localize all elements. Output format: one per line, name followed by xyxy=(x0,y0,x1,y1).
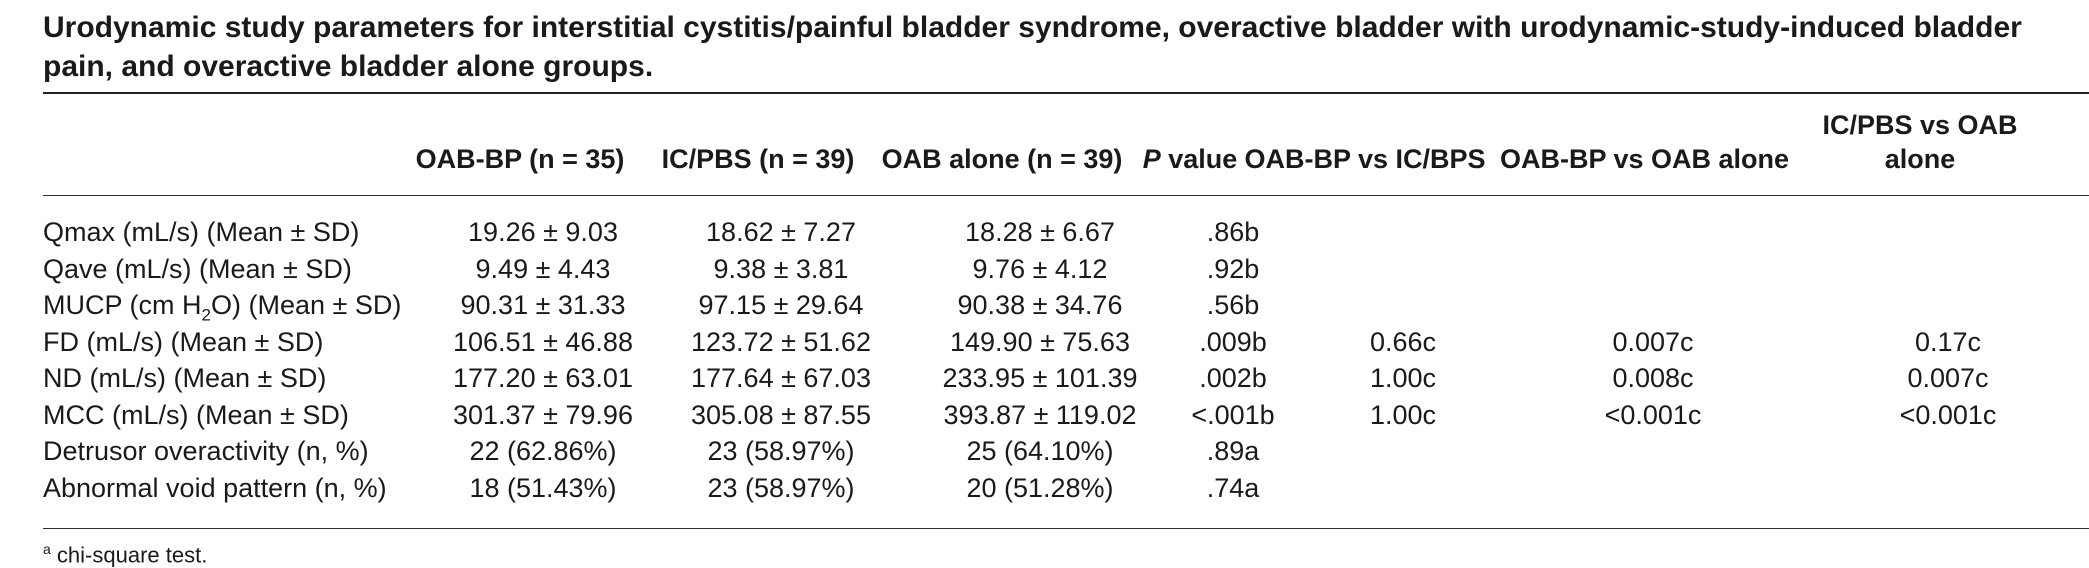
cell-oab-bp: 90.31 ± 31.33 xyxy=(460,290,626,320)
cell-oab-alone: 90.38 ± 34.76 xyxy=(957,290,1123,320)
table-row-fd: FD (mL/s) (Mean ± SD) 106.51 ± 46.88 123… xyxy=(43,324,2089,361)
footnote-text: chi-square test. xyxy=(50,542,208,568)
cell-ic-pbs: 18.62 ± 7.27 xyxy=(706,217,856,247)
cell-oab-bp: 19.26 ± 9.03 xyxy=(468,217,618,247)
table-caption: Urodynamic study parameters for intersti… xyxy=(43,11,2022,83)
cell-oab-alone: 233.95 ± 101.39 xyxy=(942,363,1138,393)
cell-oab-bp-vs-oab: <0.001c xyxy=(1604,399,1702,430)
header-oab-bp-vs-ic: OAB-BP vs IC/BPS xyxy=(1244,144,1486,174)
cell-oab-bp: 18 (51.43%) xyxy=(469,472,617,503)
header-p-value-text: value xyxy=(1160,144,1238,174)
header-ic-vs-oab-line2: alone xyxy=(1884,144,1956,174)
cell-ic-pbs: 177.64 ± 67.03 xyxy=(691,363,871,393)
row-label: MCC (mL/s) (Mean ± SD) xyxy=(43,399,349,430)
row-label: MUCP (cm H2O) (Mean ± SD) xyxy=(43,287,401,333)
cell-oab-bp-vs-oab: 0.008c xyxy=(1612,363,1694,393)
row-label: Qave (mL/s) (Mean ± SD) xyxy=(43,253,352,284)
cell-oab-bp: 9.49 ± 4.43 xyxy=(475,253,611,284)
table-row-qmax: Qmax (mL/s) (Mean ± SD) 19.26 ± 9.03 18.… xyxy=(43,214,2089,251)
cell-oab-alone: 25 (64.10%) xyxy=(966,436,1114,466)
table-body: Qmax (mL/s) (Mean ± SD) 19.26 ± 9.03 18.… xyxy=(43,214,2089,506)
cell-oab-bp: 106.51 ± 46.88 xyxy=(453,326,633,357)
header-p-value: P value xyxy=(1120,142,1260,176)
cell-p-value: .56b xyxy=(1206,290,1260,320)
header-rule xyxy=(43,195,2089,196)
header-oab-alone: OAB alone (n = 39) xyxy=(881,144,1123,174)
table-row-mcc: MCC (mL/s) (Mean ± SD) 301.37 ± 79.96 30… xyxy=(43,397,2089,434)
table-footnote: a chi-square test. xyxy=(43,536,207,568)
row-label: ND (mL/s) (Mean ± SD) xyxy=(43,363,327,393)
cell-ic-pbs: 23 (58.97%) xyxy=(707,472,855,503)
cell-ic-pbs: 123.72 ± 51.62 xyxy=(691,326,871,357)
row-label-pre: MUCP (cm H xyxy=(43,290,202,320)
cell-p-value: .009b xyxy=(1199,326,1267,357)
row-label: Abnormal void pattern (n, %) xyxy=(43,472,387,503)
cell-p-value: .86b xyxy=(1206,217,1260,247)
header-ic-vs-oab: IC/PBS vs OAB alone xyxy=(1790,108,2050,176)
table-row-mucp: MUCP (cm H2O) (Mean ± SD) 90.31 ± 31.33 … xyxy=(43,287,2089,324)
row-label: Detrusor overactivity (n, %) xyxy=(43,436,369,466)
row-label: Qmax (mL/s) (Mean ± SD) xyxy=(43,217,360,247)
cell-oab-bp: 22 (62.86%) xyxy=(469,436,617,466)
footnote-marker: a xyxy=(43,541,51,557)
cell-oab-alone: 18.28 ± 6.67 xyxy=(965,217,1115,247)
cell-p-value: .002b xyxy=(1199,363,1267,393)
header-oab-bp: OAB-BP (n = 35) xyxy=(415,144,625,174)
row-label: FD (mL/s) (Mean ± SD) xyxy=(43,326,324,357)
header-p-letter: P xyxy=(1142,144,1161,174)
header-oab-bp-vs-oab: OAB-BP vs OAB alone xyxy=(1500,144,1790,174)
header-ic-vs-oab-line1: IC/PBS vs OAB xyxy=(1822,110,2018,140)
cell-oab-alone: 149.90 ± 75.63 xyxy=(950,326,1130,357)
cell-ic-vs-oab: 0.007c xyxy=(1907,363,1989,393)
cell-p-value: .74a xyxy=(1206,472,1260,503)
cell-oab-bp-vs-ic: 1.00c xyxy=(1369,363,1437,393)
cell-ic-vs-oab: <0.001c xyxy=(1899,399,1997,430)
cell-ic-pbs: 97.15 ± 29.64 xyxy=(698,290,864,320)
cell-oab-bp: 177.20 ± 63.01 xyxy=(453,363,633,393)
bottom-rule xyxy=(43,528,2089,529)
row-label-subscript: 2 xyxy=(201,305,211,325)
cell-ic-vs-oab: 0.17c xyxy=(1914,326,1982,357)
cell-oab-bp-vs-ic: 0.66c xyxy=(1369,326,1437,357)
top-rule xyxy=(43,92,2089,94)
cell-oab-bp: 301.37 ± 79.96 xyxy=(453,399,633,430)
cell-p-value: <.001b xyxy=(1191,399,1275,430)
table-row-qave: Qave (mL/s) (Mean ± SD) 9.49 ± 4.43 9.38… xyxy=(43,251,2089,288)
cell-p-value: .89a xyxy=(1206,436,1260,466)
cell-oab-alone: 20 (51.28%) xyxy=(966,472,1114,503)
cell-oab-alone: 9.76 ± 4.12 xyxy=(972,253,1108,284)
table-row-nd: ND (mL/s) (Mean ± SD) 177.20 ± 63.01 177… xyxy=(43,360,2089,397)
cell-ic-pbs: 23 (58.97%) xyxy=(707,436,855,466)
cell-ic-pbs: 9.38 ± 3.81 xyxy=(713,253,849,284)
table-row-void-pattern: Abnormal void pattern (n, %) 18 (51.43%)… xyxy=(43,470,2089,507)
cell-oab-bp-vs-oab: 0.007c xyxy=(1612,326,1694,357)
row-label-post: O) (Mean ± SD) xyxy=(210,290,402,320)
cell-oab-alone: 393.87 ± 119.02 xyxy=(943,399,1137,430)
table-row-detrusor: Detrusor overactivity (n, %) 22 (62.86%)… xyxy=(43,433,2089,470)
cell-p-value: .92b xyxy=(1206,253,1260,284)
header-ic-pbs: IC/PBS (n = 39) xyxy=(661,144,855,174)
cell-ic-pbs: 305.08 ± 87.55 xyxy=(691,399,871,430)
cell-oab-bp-vs-ic: 1.00c xyxy=(1369,399,1437,430)
